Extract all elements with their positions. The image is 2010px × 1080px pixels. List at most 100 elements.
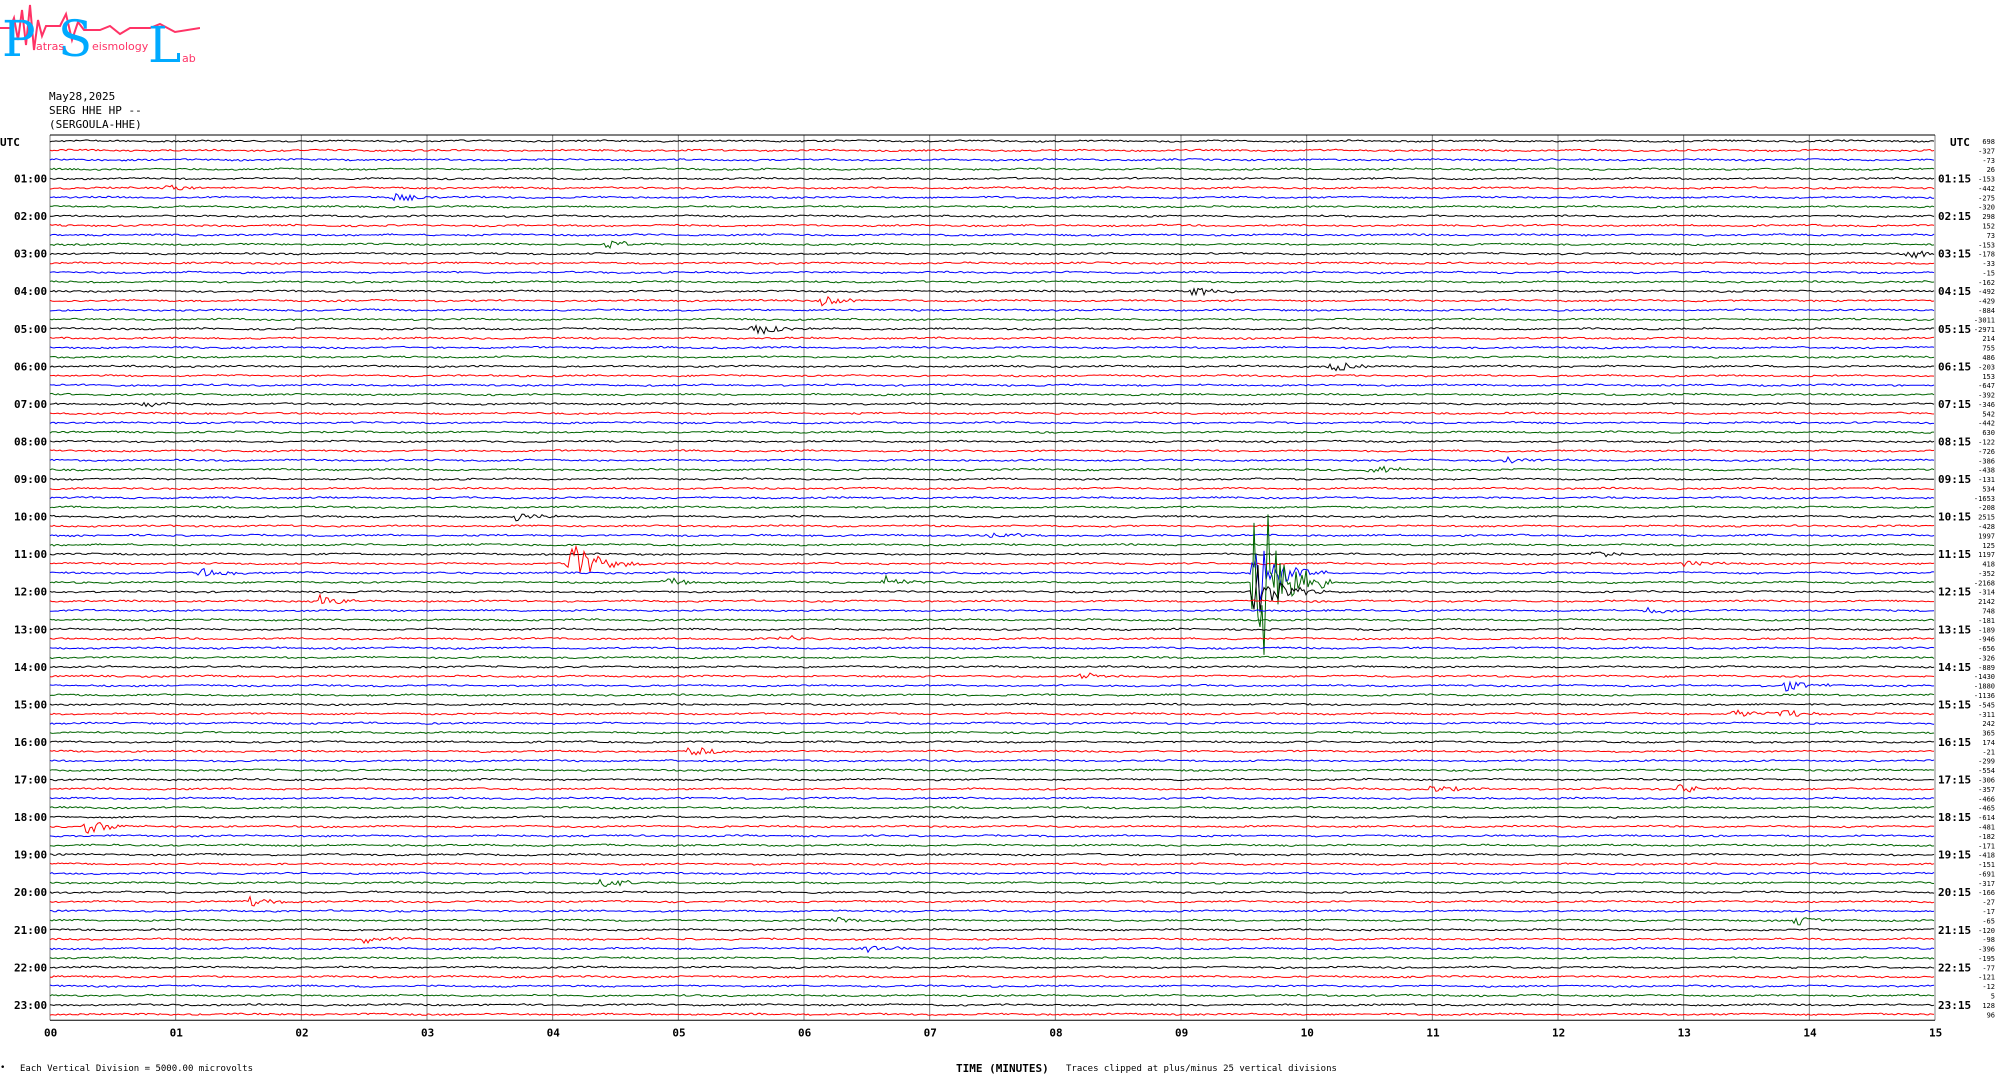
trace-line-50 xyxy=(49,606,1935,614)
trace-offset-label: -327 xyxy=(1978,147,1995,155)
left-hour-label: 01:00 xyxy=(14,173,47,186)
trace-line-1 xyxy=(49,148,1935,153)
trace-offset-label: -195 xyxy=(1978,955,1995,963)
left-hour-label: 12:00 xyxy=(14,586,47,599)
trace-line-81 xyxy=(49,895,1935,907)
trace-offset-label: 630 xyxy=(1982,429,1995,437)
trace-offset-label: -65 xyxy=(1982,917,1995,925)
trace-offset-label: -1430 xyxy=(1974,673,1995,681)
trace-line-62 xyxy=(49,721,1935,725)
trace-line-42 xyxy=(49,532,1935,538)
right-hour-label: 13:15 xyxy=(1938,623,1971,636)
trace-line-66 xyxy=(49,758,1935,763)
trace-line-25 xyxy=(50,374,1935,378)
trace-line-28 xyxy=(49,401,1935,408)
trace-layer xyxy=(49,139,1935,1017)
trace-line-91 xyxy=(49,993,1935,998)
trace-offset-label: -131 xyxy=(1978,476,1995,484)
x-tick-label: 03 xyxy=(421,1026,434,1039)
trace-offset-label: -189 xyxy=(1978,626,1995,634)
trace-line-2 xyxy=(49,158,1935,162)
trace-line-15 xyxy=(49,280,1935,284)
trace-line-17 xyxy=(49,295,1935,307)
trace-offset-label: -208 xyxy=(1978,504,1995,512)
label-layer: UTC UTC TIME (MINUTES) 00 01 02 03 04 05 06 07 0… xyxy=(0,136,1995,1075)
trace-line-5 xyxy=(49,184,1935,191)
trace-line-29 xyxy=(49,411,1935,416)
trace-line-53 xyxy=(49,634,1935,641)
trace-line-16 xyxy=(49,287,1935,297)
trace-offset-label: 298 xyxy=(1982,213,1995,221)
trace-offset-label: 125 xyxy=(1982,542,1995,550)
left-hour-label: 08:00 xyxy=(14,435,47,448)
x-tick-label: 02 xyxy=(295,1026,308,1039)
trace-offset-label: -554 xyxy=(1978,767,1995,775)
trace-line-55 xyxy=(49,655,1935,660)
trace-offset-label: -181 xyxy=(1978,617,1995,625)
x-tick-label: 12 xyxy=(1552,1026,1565,1039)
x-tick-label: 11 xyxy=(1426,1026,1440,1039)
trace-offset-label: -442 xyxy=(1978,185,1995,193)
trace-line-41 xyxy=(49,524,1935,528)
logo-word-eismology: eismology xyxy=(92,40,149,53)
right-hour-label: 05:15 xyxy=(1938,323,1971,336)
trace-offset-label: -614 xyxy=(1978,814,1995,822)
right-hour-label: 14:15 xyxy=(1938,661,1971,674)
trace-offset-label: -889 xyxy=(1978,664,1995,672)
trace-offset-label: -27 xyxy=(1982,899,1995,907)
trace-offset-label: -418 xyxy=(1978,852,1995,860)
trace-line-45 xyxy=(49,544,1935,573)
x-tick-label: 00 xyxy=(44,1026,57,1039)
right-hour-label: 11:15 xyxy=(1938,548,1971,561)
trace-line-69 xyxy=(49,784,1935,793)
trace-offset-label: -153 xyxy=(1978,176,1995,184)
trace-offset-label: -726 xyxy=(1978,448,1995,456)
trace-line-31 xyxy=(49,430,1934,434)
trace-line-6 xyxy=(49,192,1934,202)
header-station: SERG HHE HP -- xyxy=(49,104,142,117)
left-hour-label: 09:00 xyxy=(14,473,47,486)
trace-line-49 xyxy=(49,593,1934,605)
left-hour-label: 20:00 xyxy=(14,886,47,899)
trace-line-56 xyxy=(49,665,1935,669)
left-hour-label: 15:00 xyxy=(14,698,47,711)
left-hour-label: 03:00 xyxy=(14,248,47,261)
trace-line-87 xyxy=(49,956,1935,960)
trace-offset-label: -357 xyxy=(1978,786,1995,794)
trace-offset-label: 698 xyxy=(1982,138,1995,146)
trace-line-12 xyxy=(49,250,1935,260)
trace-offset-label: -352 xyxy=(1978,570,1995,578)
trace-offset-label: 214 xyxy=(1982,335,1995,343)
left-hour-label: 07:00 xyxy=(14,398,47,411)
trace-line-30 xyxy=(49,420,1934,425)
trace-offset-label: -1880 xyxy=(1974,683,1995,691)
logo-letter-l: L xyxy=(148,16,181,68)
trace-line-51 xyxy=(49,618,1935,622)
left-utc-label: UTC xyxy=(0,136,20,149)
trace-line-20 xyxy=(49,324,1935,335)
trace-line-40 xyxy=(49,513,1935,522)
trace-line-92 xyxy=(49,1003,1935,1007)
trace-line-22 xyxy=(49,345,1935,350)
trace-offset-label: -545 xyxy=(1978,701,1995,709)
trace-line-19 xyxy=(49,317,1935,322)
trace-offset-label: -314 xyxy=(1978,589,1995,597)
trace-offset-label: -428 xyxy=(1978,523,1995,531)
left-hour-label: 11:00 xyxy=(14,548,47,561)
right-hour-label: 21:15 xyxy=(1938,924,1971,937)
trace-offset-label: -151 xyxy=(1978,861,1995,869)
trace-offset-label: -317 xyxy=(1978,880,1995,888)
left-hour-label: 10:00 xyxy=(14,511,47,524)
trace-offset-label: -73 xyxy=(1982,157,1995,165)
trace-line-36 xyxy=(49,477,1935,481)
trace-offset-label: -33 xyxy=(1982,260,1995,268)
trace-offset-label: -442 xyxy=(1978,420,1995,428)
left-hour-label: 05:00 xyxy=(14,323,47,336)
trace-offset-label: 242 xyxy=(1982,720,1995,728)
logo-seismogram-line xyxy=(0,4,200,51)
trace-line-48 xyxy=(49,565,1935,613)
trace-line-52 xyxy=(49,627,1935,632)
trace-line-7 xyxy=(49,204,1935,209)
trace-line-78 xyxy=(49,871,1935,876)
